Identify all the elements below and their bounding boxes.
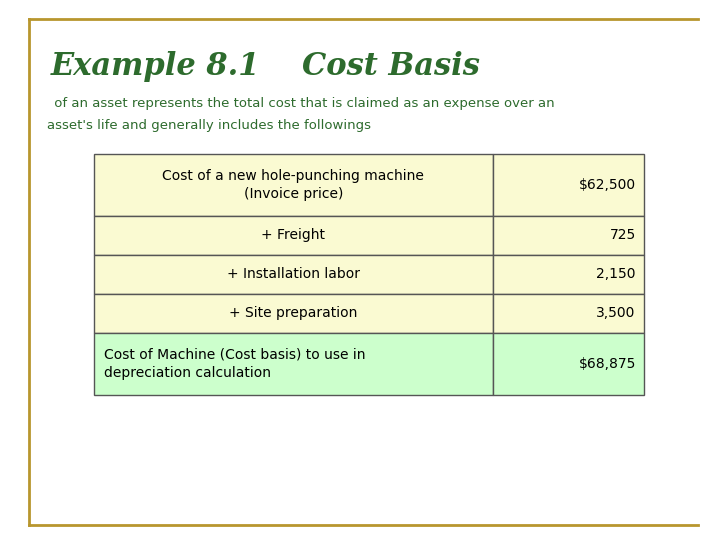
Bar xyxy=(493,216,644,255)
Text: $62,500: $62,500 xyxy=(579,178,636,192)
Text: + Installation labor: + Installation labor xyxy=(227,267,360,281)
Bar xyxy=(94,333,493,395)
Bar xyxy=(493,255,644,294)
Text: + Site preparation: + Site preparation xyxy=(229,306,358,320)
Bar xyxy=(493,333,644,395)
Text: $68,875: $68,875 xyxy=(578,357,636,370)
Bar xyxy=(493,154,644,216)
Bar xyxy=(94,154,493,216)
Text: 3,500: 3,500 xyxy=(596,306,636,320)
Bar xyxy=(493,294,644,333)
Text: Cost Basis: Cost Basis xyxy=(302,51,480,82)
Text: + Freight: + Freight xyxy=(261,228,325,242)
Bar xyxy=(94,255,493,294)
Text: of an asset represents the total cost that is claimed as an expense over an: of an asset represents the total cost th… xyxy=(50,97,555,110)
Text: Cost of a new hole-punching machine
(Invoice price): Cost of a new hole-punching machine (Inv… xyxy=(163,168,424,201)
Text: 725: 725 xyxy=(610,228,636,242)
Text: asset's life and generally includes the followings: asset's life and generally includes the … xyxy=(47,119,371,132)
Text: Cost of Machine (Cost basis) to use in
depreciation calculation: Cost of Machine (Cost basis) to use in d… xyxy=(104,348,366,380)
Bar xyxy=(94,216,493,255)
Text: Example 8.1: Example 8.1 xyxy=(50,51,260,82)
Bar xyxy=(94,294,493,333)
Text: 2,150: 2,150 xyxy=(596,267,636,281)
